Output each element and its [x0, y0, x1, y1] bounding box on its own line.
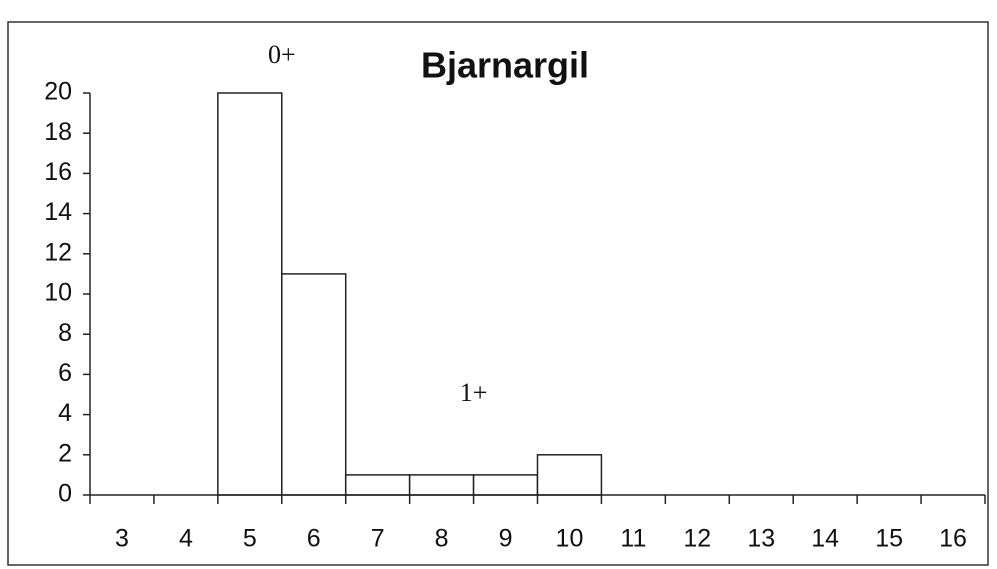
bar [536, 454, 603, 496]
x-tick-label: 7 [371, 525, 385, 553]
chart-title: Bjarnargil [421, 45, 589, 86]
y-tick-label: 12 [44, 238, 72, 266]
bar [408, 474, 475, 496]
y-tick-label: 8 [58, 319, 72, 347]
x-tick-label: 14 [811, 525, 839, 553]
y-tick-label: 10 [44, 279, 72, 307]
annotation: 0+ [268, 40, 296, 69]
x-tick-label: 8 [435, 525, 449, 553]
x-tick-label: 13 [747, 525, 775, 553]
y-tick-label: 0 [58, 480, 72, 508]
x-tick-label: 11 [620, 525, 646, 553]
x-tick-label: 3 [115, 525, 129, 553]
y-tick-label: 20 [44, 78, 72, 106]
x-tick-label: 4 [179, 525, 193, 553]
x-tick-label: 15 [875, 525, 903, 553]
y-tick-label: 18 [44, 118, 72, 146]
x-tick-label: 12 [683, 525, 711, 553]
bar [281, 273, 347, 496]
y-tick-label: 16 [44, 158, 72, 186]
bar [217, 92, 283, 496]
y-tick-label: 6 [58, 359, 72, 387]
chart-frame [7, 21, 989, 566]
x-tick-label: 6 [307, 525, 321, 553]
y-tick-label: 2 [58, 439, 72, 467]
annotation: 1+ [460, 378, 488, 407]
y-tick-label: 14 [44, 198, 72, 226]
x-tick-label: 9 [499, 525, 513, 553]
bar [472, 474, 539, 496]
x-tick-label: 5 [243, 525, 257, 553]
bar [344, 474, 411, 496]
x-tick-label: 10 [556, 525, 584, 553]
x-tick-label: 16 [939, 525, 967, 553]
y-tick-label: 4 [58, 399, 72, 427]
